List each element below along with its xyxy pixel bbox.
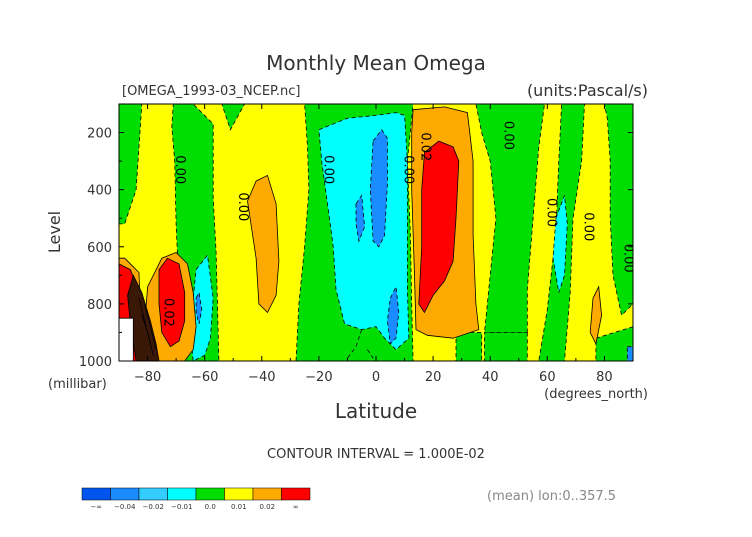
contour-region-2-2 bbox=[552, 195, 568, 293]
contour-region-8-0 bbox=[626, 346, 633, 361]
chart-title: Monthly Mean Omega bbox=[266, 51, 486, 75]
contour-line-1 bbox=[367, 349, 374, 359]
contour-region-1-0 bbox=[119, 104, 143, 225]
contour-label-6: 0.00 bbox=[543, 198, 558, 227]
colorbar-label-6: 0.02 bbox=[259, 503, 275, 511]
contour-region-3-1 bbox=[355, 194, 366, 243]
x-tick-label-0: −80 bbox=[134, 370, 161, 385]
x-tick-label-2: −40 bbox=[248, 370, 275, 385]
contour-region-1-2 bbox=[221, 104, 246, 131]
contour-label-0: 0.00 bbox=[172, 155, 187, 184]
contour-region-1-5 bbox=[484, 331, 528, 361]
units-label: (units:Pascal/s) bbox=[527, 81, 648, 100]
contour-line-3 bbox=[144, 303, 157, 350]
colorbar-label-5: 0.01 bbox=[231, 503, 247, 511]
contour-region-1-8 bbox=[603, 104, 633, 317]
colorbar-label-3: −0.01 bbox=[171, 503, 192, 511]
contour-region-4-1 bbox=[247, 174, 280, 314]
colorbar-label-0: −∞ bbox=[90, 503, 102, 511]
x-tick-label-1: −60 bbox=[191, 370, 218, 385]
x-tick-label-7: 60 bbox=[539, 370, 556, 385]
contour-label-7: 0.00 bbox=[580, 212, 595, 241]
colorbar-swatch-4 bbox=[195, 487, 225, 501]
contour-region-1-4 bbox=[475, 104, 545, 333]
x-tick-label-6: 40 bbox=[482, 370, 499, 385]
y-axis: 200 400 600 800 1000 bbox=[79, 103, 633, 370]
y-axis-unit: (millibar) bbox=[48, 377, 107, 392]
colorbar-swatch-3 bbox=[167, 487, 197, 501]
dataset-filename: [OMEGA_1993-03_NCEP.nc] bbox=[122, 84, 300, 99]
mean-info-label: (mean) lon:0..357.5 bbox=[487, 489, 616, 504]
contour-region-3-2 bbox=[386, 285, 400, 345]
contour-label-4: 0.02 bbox=[418, 132, 433, 161]
colorbar-swatch-0 bbox=[81, 487, 111, 501]
y-tick-label-1: 400 bbox=[87, 184, 112, 199]
x-tick-label-4: 0 bbox=[372, 370, 380, 385]
x-tick-label-5: 20 bbox=[425, 370, 442, 385]
contour-label-2: 0.00 bbox=[321, 155, 336, 184]
contour-region-5-1 bbox=[158, 257, 186, 348]
contour-region-1-9 bbox=[595, 326, 633, 361]
contour-region-5-0 bbox=[418, 140, 460, 314]
colorbar-label-4: 0.0 bbox=[205, 503, 216, 511]
contour-line-layer bbox=[138, 298, 374, 359]
y-axis-label: Level bbox=[45, 211, 64, 253]
contour-label-8: 0.00 bbox=[620, 244, 635, 273]
contour-fill-layer bbox=[119, 104, 633, 361]
colorbar-label-2: −0.02 bbox=[143, 503, 164, 511]
x-axis-unit: (degrees_north) bbox=[544, 387, 648, 402]
y-tick-label-4: 1000 bbox=[79, 355, 112, 370]
contour-label-9: 0.02 bbox=[161, 298, 176, 327]
y-tick-label-2: 600 bbox=[87, 241, 112, 256]
contour-region-3-3 bbox=[195, 291, 203, 324]
contour-region-4-4 bbox=[589, 285, 603, 346]
colorbar-label-7: ∞ bbox=[293, 503, 299, 511]
contour-label-5: 0.00 bbox=[501, 121, 516, 150]
contour-region-1-6 bbox=[455, 331, 483, 361]
contour-line-4 bbox=[138, 298, 151, 344]
contour-label-3: 0.00 bbox=[401, 155, 416, 184]
colorbar-swatch-7 bbox=[281, 487, 311, 501]
contour-region-3-0 bbox=[369, 129, 388, 248]
colorbar-swatch-2 bbox=[138, 487, 168, 501]
colorbar-swatch-5 bbox=[224, 487, 254, 501]
contour-interval-label: CONTOUR INTERVAL = 1.000E-02 bbox=[267, 447, 485, 462]
y-tick-label-0: 200 bbox=[87, 127, 112, 142]
colorbar-swatch-6 bbox=[252, 487, 282, 501]
contour-region-6-0 bbox=[127, 274, 160, 361]
colorbar-label-1: −0.04 bbox=[114, 503, 136, 511]
colorbar-swatch-1 bbox=[110, 487, 140, 501]
contour-label-1: 0.00 bbox=[235, 192, 250, 221]
colorbar: −∞ −0.04 −0.02 −0.01 0.0 0.01 0.02 ∞ bbox=[81, 487, 311, 511]
contour-label-layer: 0.000.000.00 0.000.02 0.000.00 0.000.000.02 bbox=[161, 121, 635, 327]
x-axis: −80 −60 −40 −20 0 20 40 60 80 bbox=[118, 104, 634, 385]
contour-region-7-0 bbox=[119, 317, 134, 361]
x-tick-label-3: −20 bbox=[305, 370, 332, 385]
x-axis-label: Latitude bbox=[335, 399, 417, 423]
x-tick-label-8: 80 bbox=[596, 370, 613, 385]
y-tick-label-3: 800 bbox=[87, 298, 112, 313]
